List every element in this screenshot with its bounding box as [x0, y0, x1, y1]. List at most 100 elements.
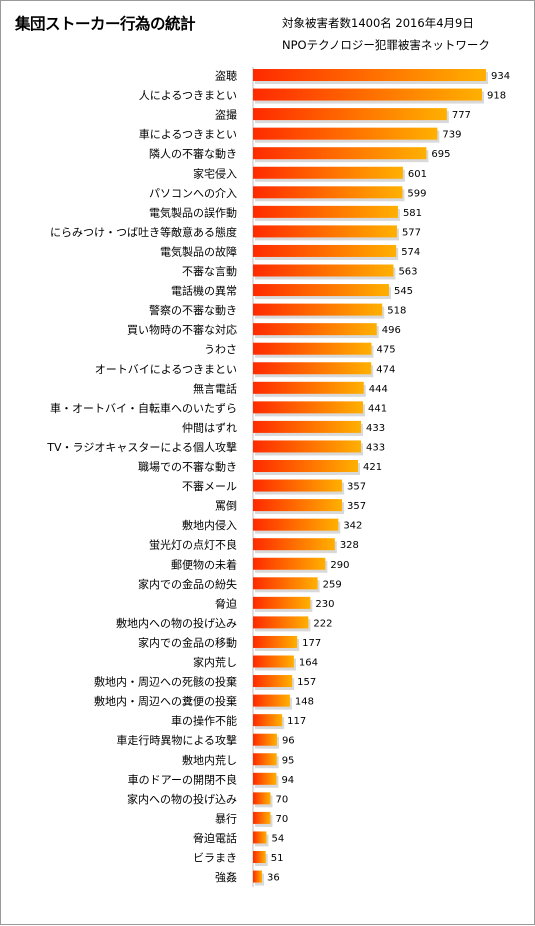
category-label: 電気製品の故障: [160, 244, 237, 258]
data-label: 934: [491, 71, 510, 82]
data-label: 342: [343, 521, 362, 532]
category-label: オートバイによるつきまとい: [95, 363, 237, 376]
category-label: 不審メール: [182, 479, 237, 493]
data-label: 259: [323, 579, 342, 590]
category-label: 車によるつきまとい: [139, 127, 237, 141]
category-label: 不審な言動: [182, 264, 237, 278]
category-label: 職場での不審な動き: [138, 460, 237, 474]
bar: [253, 440, 362, 453]
chart-subtitle-line-2: NPOテクノロジー犯罪被害ネットワーク: [282, 38, 490, 52]
data-label: 444: [369, 384, 388, 395]
category-label: 警察の不審な動き: [149, 303, 237, 317]
bar: [253, 460, 359, 472]
bar: [253, 381, 364, 394]
category-label: 強姦: [215, 870, 237, 884]
bar: [253, 420, 362, 433]
bar: [253, 714, 283, 727]
category-label: 車の操作不能: [171, 714, 237, 728]
data-label: 695: [431, 149, 450, 160]
data-label: 421: [363, 462, 382, 473]
category-label: 家内荒し: [193, 655, 237, 669]
bar: [253, 244, 397, 257]
data-label: 441: [368, 403, 387, 414]
data-label: 290: [330, 560, 349, 571]
category-label: 蛍光灯の点灯不良: [149, 538, 237, 552]
category-label: 罵倒: [215, 500, 237, 513]
category-label: にらみつけ・つば吐き等敵意ある態度: [50, 225, 237, 239]
bar: [253, 596, 311, 609]
category-label: 敷地内への物の投げ込み: [116, 616, 237, 630]
bar: [253, 284, 389, 297]
category-label: 車のドアーの開閉不良: [128, 772, 237, 786]
bar: [253, 831, 267, 844]
data-label: 70: [275, 814, 288, 825]
category-label: 盗撮: [215, 108, 237, 122]
category-label: 敷地内・周辺への死骸の投棄: [94, 675, 237, 689]
bar: [253, 264, 394, 277]
category-label: 車走行時異物による攻撃: [116, 733, 237, 747]
data-label: 433: [366, 442, 385, 453]
category-label: 車・オートバイ・自転車へのいたずら: [50, 401, 237, 415]
bar: [253, 147, 427, 160]
bar: [253, 127, 438, 140]
data-label: 36: [267, 873, 280, 884]
data-label: 95: [282, 755, 295, 766]
data-label: 475: [376, 345, 395, 356]
bar: [253, 342, 372, 355]
data-label: 563: [398, 267, 417, 278]
bar: [253, 694, 290, 707]
category-label: 郵便物の未着: [171, 557, 237, 571]
bar: [253, 538, 335, 551]
bar: [253, 655, 294, 668]
data-label: 496: [382, 325, 401, 336]
bar: [253, 635, 298, 648]
chart-title: 集団ストーカー行為の統計: [15, 15, 196, 33]
data-label: 918: [487, 91, 506, 102]
category-label: 無言電話: [193, 381, 237, 395]
category-label: 隣人の不審な動き: [149, 147, 237, 161]
data-label: 51: [271, 853, 284, 864]
data-label: 157: [297, 677, 316, 688]
category-label: パソコンへの介入: [149, 187, 237, 200]
bar: [253, 733, 277, 746]
bar: [253, 323, 377, 336]
category-label: 仲間はずれ: [182, 420, 237, 434]
bar: [253, 616, 309, 629]
data-label: 177: [302, 638, 321, 649]
data-label: 433: [366, 423, 385, 434]
bar: [253, 772, 277, 785]
data-label: 601: [408, 169, 427, 180]
category-label: 人によるつきまとい: [139, 89, 237, 102]
category-label: 敷地内・周辺への糞便の投棄: [94, 694, 237, 708]
category-label: 家内での金品の紛失: [138, 577, 237, 591]
data-label: 328: [340, 540, 359, 551]
category-label: うわさ: [204, 343, 237, 356]
data-label: 599: [407, 188, 426, 199]
category-label: TV・ラジオキャスターによる個人攻撃: [46, 440, 237, 454]
data-label: 545: [394, 286, 413, 297]
category-label: 電話機の異常: [171, 284, 237, 298]
bar: [253, 166, 403, 179]
data-label: 117: [287, 716, 306, 727]
bar: [253, 186, 403, 199]
category-label: ビラまき: [193, 852, 237, 865]
bar: [253, 88, 483, 101]
data-label: 574: [401, 247, 420, 258]
data-label: 577: [402, 227, 421, 238]
chart-subtitle-line-1: 対象被害者数1400名 2016年4月9日: [282, 16, 474, 30]
data-label: 777: [452, 110, 471, 121]
bar: [253, 811, 271, 824]
category-label: 脅迫: [215, 596, 237, 610]
bar: [253, 401, 364, 414]
bar: [253, 225, 397, 238]
bar: [253, 675, 293, 688]
data-label: 739: [442, 130, 461, 141]
bar: [253, 557, 326, 570]
data-label: 148: [295, 697, 314, 708]
bar: [253, 518, 339, 531]
category-label: 家宅侵入: [193, 166, 237, 180]
bar: [253, 851, 266, 863]
category-label: 盗聴: [215, 70, 237, 83]
category-label: 家内への物の投げ込み: [127, 792, 237, 806]
